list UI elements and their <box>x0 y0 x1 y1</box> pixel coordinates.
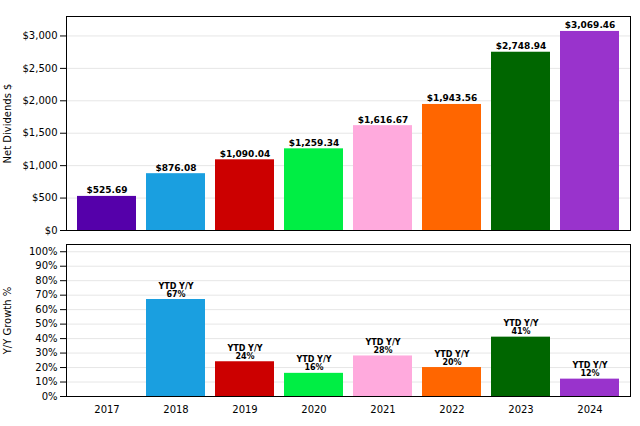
svg-text:20%: 20% <box>35 362 57 373</box>
svg-text:100%: 100% <box>29 246 58 257</box>
svg-text:$3,069.46: $3,069.46 <box>565 20 616 30</box>
svg-text:YTD Y/Y24%: YTD Y/Y24% <box>226 344 262 361</box>
svg-text:$1,000: $1,000 <box>23 160 58 171</box>
svg-text:50%: 50% <box>35 318 57 329</box>
svg-text:$2,500: $2,500 <box>23 63 58 74</box>
svg-text:YTD Y/Y16%: YTD Y/Y16% <box>295 355 331 372</box>
svg-text:$1,259.34: $1,259.34 <box>289 138 340 148</box>
svg-text:$1,616.67: $1,616.67 <box>358 115 409 125</box>
svg-text:2022: 2022 <box>439 404 464 415</box>
svg-text:$2,000: $2,000 <box>23 95 58 106</box>
svg-text:90%: 90% <box>35 260 57 271</box>
svg-text:2020: 2020 <box>301 404 326 415</box>
svg-text:YTD Y/Y67%: YTD Y/Y67% <box>157 282 193 299</box>
svg-text:$525.69: $525.69 <box>87 185 128 195</box>
svg-text:$3,000: $3,000 <box>23 30 58 41</box>
svg-text:40%: 40% <box>35 333 57 344</box>
svg-text:2018: 2018 <box>163 404 188 415</box>
svg-text:YTD Y/Y41%: YTD Y/Y41% <box>502 319 538 336</box>
svg-text:$0: $0 <box>45 225 58 236</box>
svg-text:2017: 2017 <box>94 404 119 415</box>
svg-text:YTD Y/Y20%: YTD Y/Y20% <box>433 350 469 367</box>
svg-text:$1,090.04: $1,090.04 <box>220 149 271 159</box>
svg-text:2023: 2023 <box>508 404 533 415</box>
svg-text:2019: 2019 <box>232 404 257 415</box>
svg-text:Net Dividends $: Net Dividends $ <box>2 84 13 164</box>
svg-text:80%: 80% <box>35 275 57 286</box>
svg-text:30%: 30% <box>35 347 57 358</box>
svg-text:0%: 0% <box>42 391 58 402</box>
svg-text:$1,500: $1,500 <box>23 127 58 138</box>
svg-text:2024: 2024 <box>577 404 602 415</box>
svg-text:60%: 60% <box>35 304 57 315</box>
svg-text:YTD Y/Y28%: YTD Y/Y28% <box>364 338 400 355</box>
svg-text:10%: 10% <box>35 376 57 387</box>
svg-text:70%: 70% <box>35 289 57 300</box>
svg-text:$500: $500 <box>32 192 57 203</box>
svg-text:$1,943.56: $1,943.56 <box>427 93 478 103</box>
svg-text:YTD Y/Y12%: YTD Y/Y12% <box>571 361 607 378</box>
svg-text:2021: 2021 <box>370 404 395 415</box>
svg-text:$2,748.94: $2,748.94 <box>496 41 547 51</box>
svg-text:Y/Y Growth %: Y/Y Growth % <box>2 287 13 356</box>
svg-text:$876.08: $876.08 <box>156 163 197 173</box>
